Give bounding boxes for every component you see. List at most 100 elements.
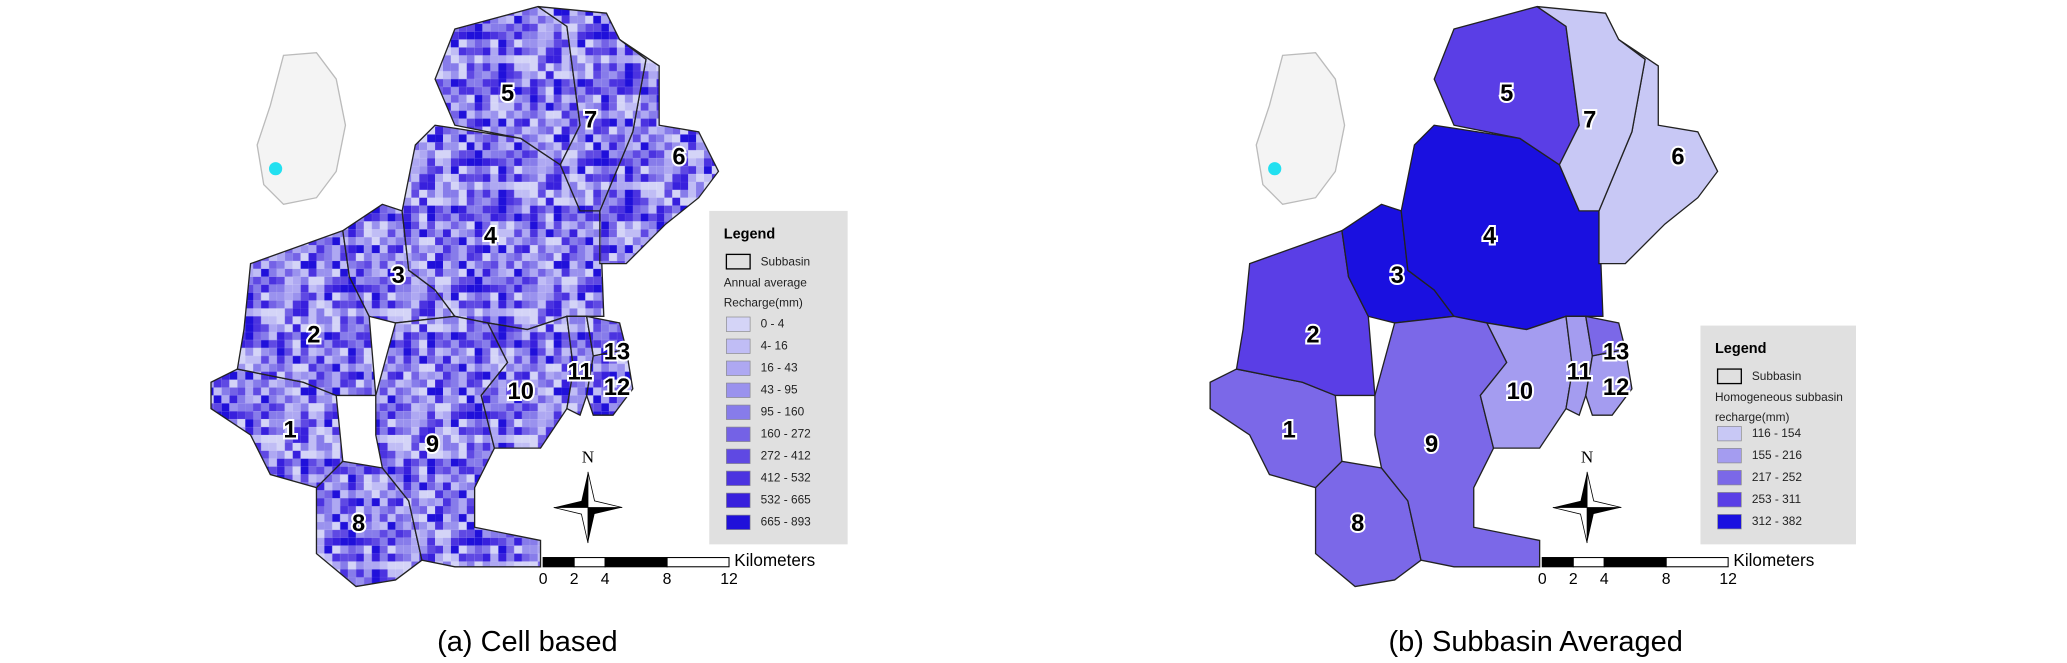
scale-tick-label: 4 xyxy=(1600,571,1609,588)
scale-unit: Kilometers xyxy=(1733,550,1814,570)
locator-map xyxy=(1255,52,1346,206)
legend-label: 665 - 893 xyxy=(761,515,812,529)
scale-tick-label: 2 xyxy=(1569,571,1578,588)
legend-label: 253 - 311 xyxy=(1752,492,1802,506)
legend-swatch xyxy=(1717,514,1742,530)
legend: Legend Subbasin Annual average Recharge(mm)… xyxy=(709,210,848,545)
scale-segment xyxy=(1541,557,1574,568)
legend-swatch xyxy=(726,360,751,376)
legend-label: 16 - 43 xyxy=(761,360,798,374)
subbasin xyxy=(1536,5,1646,212)
panel-caption: (a) Cell based xyxy=(437,626,617,658)
scale-segment xyxy=(604,557,668,568)
legend-swatch xyxy=(1717,470,1742,486)
legend: Legend Subbasin Homogeneous subbasin rechar… xyxy=(1700,325,1856,545)
subbasin-label: 7 xyxy=(584,108,597,134)
legend-swatch xyxy=(726,492,751,508)
legend-label: 155 - 216 xyxy=(1752,448,1803,462)
subbasin-label: 6 xyxy=(1671,144,1684,170)
subbasin-label: 9 xyxy=(1425,432,1438,458)
legend-heading: Annual average xyxy=(724,276,807,290)
legend-heading: Homogeneous subbasin xyxy=(1715,390,1843,404)
legend-label: 217 - 252 xyxy=(1752,470,1802,484)
subbasin-label: 4 xyxy=(484,224,498,250)
subbasin xyxy=(480,315,575,449)
subbasin xyxy=(1479,315,1574,449)
locator-map xyxy=(256,52,347,206)
subbasin-label: 11 xyxy=(568,359,593,385)
subbasin xyxy=(1584,315,1627,357)
subbasin-label: 1 xyxy=(283,417,296,443)
legend-swatch xyxy=(726,316,751,332)
scale-tick-label: 0 xyxy=(539,571,548,588)
subbasin-label: 3 xyxy=(392,263,405,289)
scale-tick-label: 8 xyxy=(663,571,672,588)
subbasin-label: 1 xyxy=(1283,417,1296,443)
subbasin-label: 6 xyxy=(672,144,685,170)
scale-unit: Kilometers xyxy=(734,550,815,570)
legend-box xyxy=(709,210,848,545)
subbasin-label: 11 xyxy=(1567,359,1592,385)
legend-swatch xyxy=(726,404,751,420)
legend-heading: Recharge(mm) xyxy=(724,295,803,309)
legend-swatch xyxy=(726,382,751,398)
north-label: N xyxy=(1581,448,1593,467)
subbasin-label: 13 xyxy=(604,340,630,366)
scale-tick-label: 2 xyxy=(570,571,579,588)
legend-heading: recharge(mm) xyxy=(1715,410,1790,424)
subbasin-label: 5 xyxy=(501,81,514,107)
subbasin-label: 12 xyxy=(1603,375,1629,401)
legend-label: 532 - 665 xyxy=(761,492,812,506)
legend-title: Legend xyxy=(1715,341,1767,357)
subbasin-label: 7 xyxy=(1583,108,1596,134)
scale-segment xyxy=(1665,557,1729,568)
legend-swatch xyxy=(726,470,751,486)
scale-tick-label: 12 xyxy=(1719,571,1737,588)
locator-marker xyxy=(269,162,283,176)
subbasin-label: 8 xyxy=(352,511,365,537)
subbasin-label: 10 xyxy=(508,379,534,405)
panel-caption: (b) Subbasin Averaged xyxy=(1389,626,1683,658)
subbasin-label: 10 xyxy=(1507,379,1533,405)
legend-swatch xyxy=(726,338,751,354)
scale-tick-label: 8 xyxy=(1662,571,1671,588)
scale-tick-label: 0 xyxy=(1538,571,1547,588)
legend-label: 312 - 382 xyxy=(1752,514,1802,528)
scale-segment xyxy=(573,557,606,568)
subbasin xyxy=(1374,315,1541,568)
subbasin xyxy=(375,315,542,568)
subbasin-label: 9 xyxy=(426,432,439,458)
legend-swatch xyxy=(726,426,751,442)
scale-segment xyxy=(1603,557,1667,568)
subbasin-label: 3 xyxy=(1391,263,1404,289)
subbasin-label: 8 xyxy=(1351,511,1364,537)
subbasin xyxy=(537,5,647,212)
scale-segment xyxy=(666,557,730,568)
legend-swatch xyxy=(1717,426,1742,442)
scale-segment xyxy=(1572,557,1605,568)
scale-tick-label: 12 xyxy=(720,571,738,588)
legend-boundary-swatch xyxy=(725,253,751,270)
legend-title: Legend xyxy=(724,226,776,242)
north-label: N xyxy=(582,448,594,467)
subbasin xyxy=(585,315,628,357)
legend-label: 160 - 272 xyxy=(761,426,811,440)
legend-label: 116 - 154 xyxy=(1752,426,1802,440)
subbasin-label: 2 xyxy=(1306,322,1319,348)
legend-swatch xyxy=(1717,492,1742,508)
legend-boundary-label: Subbasin xyxy=(1752,369,1801,383)
scale-segment xyxy=(542,557,575,568)
legend-label: 272 - 412 xyxy=(761,448,811,462)
subbasin-label: 5 xyxy=(1500,81,1513,107)
legend-boundary-swatch xyxy=(1716,368,1742,385)
locator-marker xyxy=(1268,162,1282,176)
legend-label: 0 - 4 xyxy=(761,316,785,330)
subbasin-label: 12 xyxy=(604,375,630,401)
subbasin-label: 2 xyxy=(307,322,320,348)
subbasin-label: 4 xyxy=(1483,224,1497,250)
scale-tick-label: 4 xyxy=(601,571,610,588)
